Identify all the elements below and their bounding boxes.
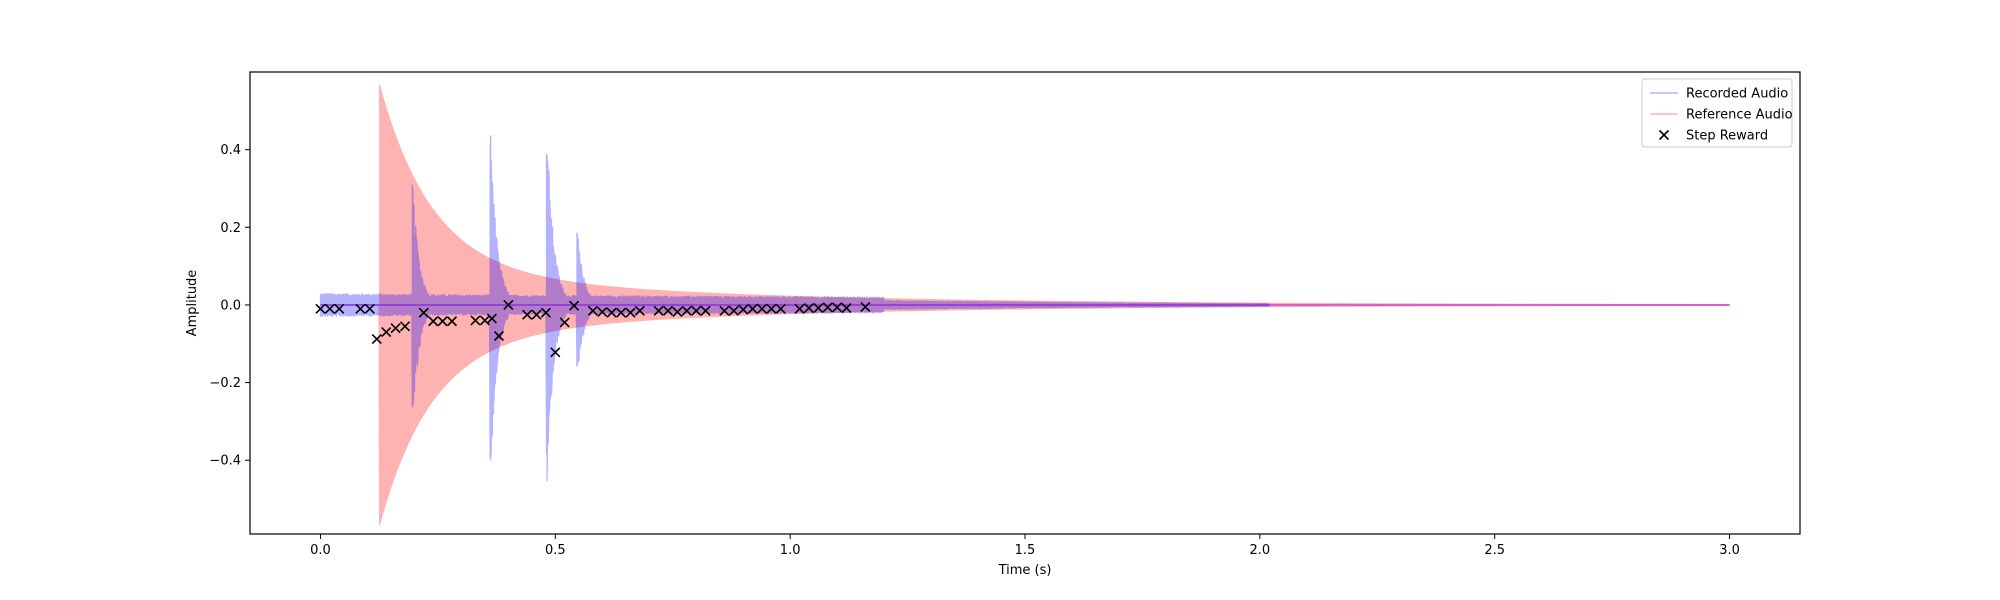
- step-reward-point: [531, 309, 542, 320]
- step-reward-point: [486, 313, 497, 324]
- step-reward-point: [597, 306, 608, 317]
- y-tick-label: 0.4: [220, 143, 241, 158]
- legend-item: Step Reward: [1658, 129, 1768, 144]
- x-axis-ticks: 0.0 0.5 1.0 1.5 2.0 2.5 3.0: [310, 534, 1740, 558]
- step-reward-point: [832, 302, 843, 313]
- step-reward-point: [794, 303, 805, 314]
- step-reward-point: [822, 302, 833, 313]
- legend-label: Step Reward: [1686, 129, 1768, 144]
- legend-item: Reference Audio: [1650, 108, 1793, 123]
- step-reward-point: [634, 305, 645, 316]
- y-tick-label: −0.4: [209, 454, 241, 469]
- step-reward-point: [418, 307, 429, 318]
- step-reward-point: [503, 299, 514, 311]
- x-tick-label: 0.0: [310, 543, 331, 558]
- step-reward-point: [399, 321, 411, 332]
- step-reward-point: [803, 302, 815, 314]
- step-reward-point: [813, 302, 824, 314]
- step-reward-point: [371, 334, 382, 345]
- step-reward-point: [728, 305, 739, 316]
- step-reward-point: [775, 303, 786, 314]
- step-reward-point: [756, 303, 768, 314]
- step-reward-point: [653, 305, 664, 316]
- x-tick-label: 2.0: [1250, 543, 1271, 558]
- y-tick-label: −0.2: [209, 376, 241, 391]
- x-tick-label: 1.5: [1015, 543, 1036, 558]
- step-reward-point: [860, 301, 871, 312]
- step-reward-point: [446, 316, 458, 327]
- step-reward-point: [615, 307, 627, 318]
- step-reward-point: [662, 305, 674, 316]
- recorded-audio-series: [319, 135, 1270, 482]
- step-reward-point: [738, 304, 749, 315]
- x-axis-label: Time (s): [998, 563, 1052, 578]
- y-tick-label: 0.0: [220, 298, 241, 313]
- step-reward-point: [437, 316, 448, 327]
- step-reward-point: [355, 303, 366, 314]
- step-reward-point: [470, 315, 481, 326]
- step-reward-point: [569, 300, 580, 311]
- legend: Recorded Audio Reference Audio Step Reward: [1641, 78, 1793, 148]
- step-reward-point: [700, 305, 711, 316]
- step-reward-point: [559, 317, 570, 328]
- y-tick-label: 0.2: [220, 221, 241, 236]
- step-reward-point: [428, 316, 439, 327]
- legend-label: Reference Audio: [1686, 108, 1793, 123]
- step-reward-point: [691, 305, 702, 316]
- step-reward-point: [381, 327, 392, 338]
- step-reward-point: [719, 305, 730, 316]
- x-tick-label: 1.0: [780, 543, 801, 558]
- x-tick-label: 2.5: [1484, 543, 1505, 558]
- y-axis-ticks: −0.4 −0.2 0.0 0.2 0.4: [209, 143, 250, 469]
- x-tick-label: 3.0: [1719, 543, 1740, 558]
- step-reward-point: [841, 302, 852, 314]
- step-reward-point: [606, 307, 617, 318]
- plot-area: [315, 84, 1731, 526]
- step-reward-point: [766, 303, 777, 314]
- legend-box: [1641, 78, 1793, 148]
- step-reward-point: [540, 307, 551, 318]
- legend-item: Recorded Audio: [1650, 87, 1788, 102]
- step-reward-point: [390, 323, 401, 334]
- step-reward-point: [672, 306, 683, 317]
- step-reward-point: [315, 303, 326, 314]
- step-reward-point: [747, 303, 758, 314]
- y-axis-label: Amplitude: [185, 270, 200, 337]
- legend-label: Recorded Audio: [1686, 87, 1788, 102]
- step-reward-point: [681, 305, 692, 316]
- step-reward-point: [364, 303, 375, 314]
- step-reward-point: [324, 303, 335, 314]
- step-reward-point: [493, 330, 505, 342]
- step-reward-point: [334, 303, 345, 314]
- x-tick-label: 0.5: [545, 543, 566, 558]
- step-reward-point: [550, 347, 561, 358]
- step-reward-point: [522, 309, 533, 320]
- step-reward-point: [625, 307, 636, 318]
- reference-audio-series: [320, 84, 1731, 526]
- step-reward-point: [587, 305, 598, 316]
